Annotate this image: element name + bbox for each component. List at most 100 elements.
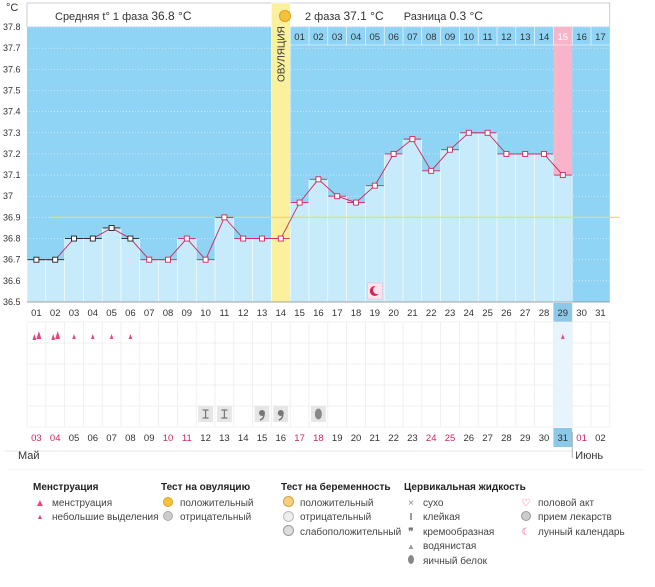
temp-bar [233,238,253,303]
cycle-day-label: 18 [351,308,362,319]
cycle-day-label: 30 [576,308,587,319]
bbt-chart: 37.8 37.7 37.6 37.5 37.4 37.3 37.2 37.1 37 36.9 36… [3,2,645,470]
positive-test-icon [161,496,175,510]
temp-point [334,193,341,200]
phase2-day-label: 17 [595,32,606,43]
spotting-icon [561,334,565,339]
legend-item: отрицательный [300,512,372,524]
phase2-day-label: 13 [520,32,531,43]
legend-item: менструация [52,497,113,509]
date-label: 16 [276,433,287,444]
temp-bar [440,149,460,303]
temp-point [371,182,378,189]
small-drop-icon: ▲ [36,514,44,522]
temp-point [484,129,491,136]
cycle-day-label: 25 [482,308,493,319]
y-tick-label: 37.2 [3,149,21,159]
phase2-day-label: 08 [426,32,437,43]
legend-item: сухо [423,497,444,509]
cycle-day-label: 13 [257,308,268,319]
temp-point [541,150,547,157]
temp-point [503,150,510,157]
legend-title: Цервикальная жидкость [404,482,526,493]
temp-point [296,199,303,206]
cycle-day-label: 23 [445,308,456,319]
current-day-cell [553,303,573,322]
legend-item: положительный [180,497,254,509]
cycle-day-label: 31 [595,308,606,319]
temp-point [165,256,171,263]
legend-item: положительный [300,497,374,509]
temp-point [89,235,96,242]
phase2-day-label: 15 [558,32,569,43]
cycle-day-label: 02 [50,308,61,319]
temp-bar [515,153,535,303]
diff-value: 0.3 °C [449,9,483,23]
cycle-day-label: 05 [106,308,117,319]
cycle-day-label: 27 [520,308,531,319]
eggwhite-icon [404,555,418,567]
phase2-day-label: 14 [539,32,550,43]
date-label: 20 [351,433,362,444]
legend-title: Тест на овуляцию [161,482,251,493]
moon-shadow [373,285,382,295]
cycle-day-label: 26 [501,308,512,319]
month-label: Май [18,450,40,462]
temp-bar [402,138,423,303]
spotting-icon [109,334,114,339]
date-label: 14 [238,433,249,444]
phase2-day-label: 16 [576,32,587,43]
temp-bar [177,238,197,303]
phase2-day-label: 05 [370,32,381,43]
cycle-day-label: 29 [558,308,569,319]
cycle-day-label: 04 [88,308,99,319]
cycle-day-label: 15 [294,308,305,319]
cycle-day-label: 24 [464,308,475,319]
header-box [26,2,611,28]
date-label: 04 [50,433,61,444]
menstruation-icon [51,334,56,340]
date-label: 06 [88,433,99,444]
legend-item: отрицательный [180,512,252,524]
menstruation-icon [36,331,42,339]
temp-bar [553,174,573,303]
date-label: 07 [106,433,117,444]
date-label: 05 [69,433,80,444]
temp-point [353,199,359,206]
date-label: 24 [426,433,437,444]
legend-item: водянистая [423,541,477,553]
date-label: 22 [388,433,399,444]
month-label: Июнь [575,450,603,462]
date-label: 30 [539,433,550,444]
moon-icon: ☾ [521,526,531,538]
date-label: 09 [144,433,155,444]
temp-point [447,146,453,153]
date-label: 12 [200,433,211,444]
temp-point [146,256,153,263]
cycle-day-label: 03 [69,308,80,319]
legend-item: небольшие выделения [52,512,159,524]
cycle-day-label: 11 [219,308,229,319]
pill-icon [519,511,533,524]
cycle-day-label: 28 [539,308,550,319]
diff-label: Разница [403,11,447,23]
date-label: 01 [576,433,587,444]
date-label: 02 [595,433,606,444]
temp-bar [252,238,272,303]
phase2-day-label: 09 [445,32,456,43]
phase2-day-label: 02 [313,32,324,43]
heart-icon: ♡ [521,497,531,509]
cycle-day-label: 22 [426,308,437,319]
temp-bar [383,153,404,303]
sticky-icon [221,409,228,419]
temp-bar [120,238,141,303]
phase2-day-label: 01 [294,32,305,43]
temp-point [465,129,472,136]
spotting-icon [72,334,76,339]
creamy-tail [278,413,284,421]
date-label: 21 [370,433,381,444]
temp-bar [214,217,235,303]
y-tick-label: 36.8 [3,234,21,244]
negative-test-icon [161,511,175,524]
